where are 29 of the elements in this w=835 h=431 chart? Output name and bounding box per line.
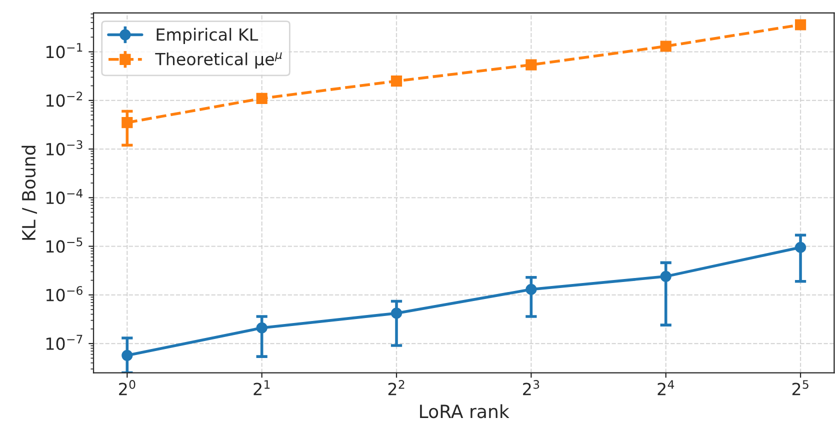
point	[390, 76, 402, 87]
point	[526, 59, 537, 70]
x-tick-label: 2$^{2}$	[388, 380, 404, 396]
x-tick-label: 2$^{5}$	[792, 380, 808, 396]
point	[526, 284, 537, 295]
y-tick-label: 10$^{−5}$	[46, 238, 82, 253]
x-tick-label: 2$^{4}$	[658, 380, 674, 396]
x-tick-label: 2$^{1}$	[254, 380, 270, 396]
y-tick-label: 10$^{−2}$	[46, 92, 82, 107]
point	[122, 117, 133, 128]
y-tick-label: 10$^{−1}$	[46, 43, 82, 58]
legend-label: Empirical KL	[156, 28, 258, 44]
x-tick-label: 2$^{3}$	[523, 380, 540, 396]
y-tick-label: 10$^{−3}$	[46, 140, 82, 156]
x-axis-title: LoRA rank	[420, 404, 510, 418]
point	[660, 270, 672, 282]
point	[256, 322, 268, 334]
point	[122, 350, 133, 361]
point	[256, 92, 268, 104]
point	[794, 19, 806, 30]
y-axis-title: KL / Bound	[22, 146, 37, 240]
y-tick-label: 10$^{−6}$	[46, 286, 82, 302]
point	[794, 242, 806, 253]
y-tick-label: 10$^{−7}$	[46, 334, 82, 350]
y-tick-label: 10$^{−4}$	[46, 189, 83, 204]
x-tick-label: 2$^{0}$	[119, 380, 136, 396]
point	[390, 308, 402, 319]
legend-label: Theoretical μe$^{μ}$	[155, 52, 282, 69]
point	[660, 40, 672, 52]
